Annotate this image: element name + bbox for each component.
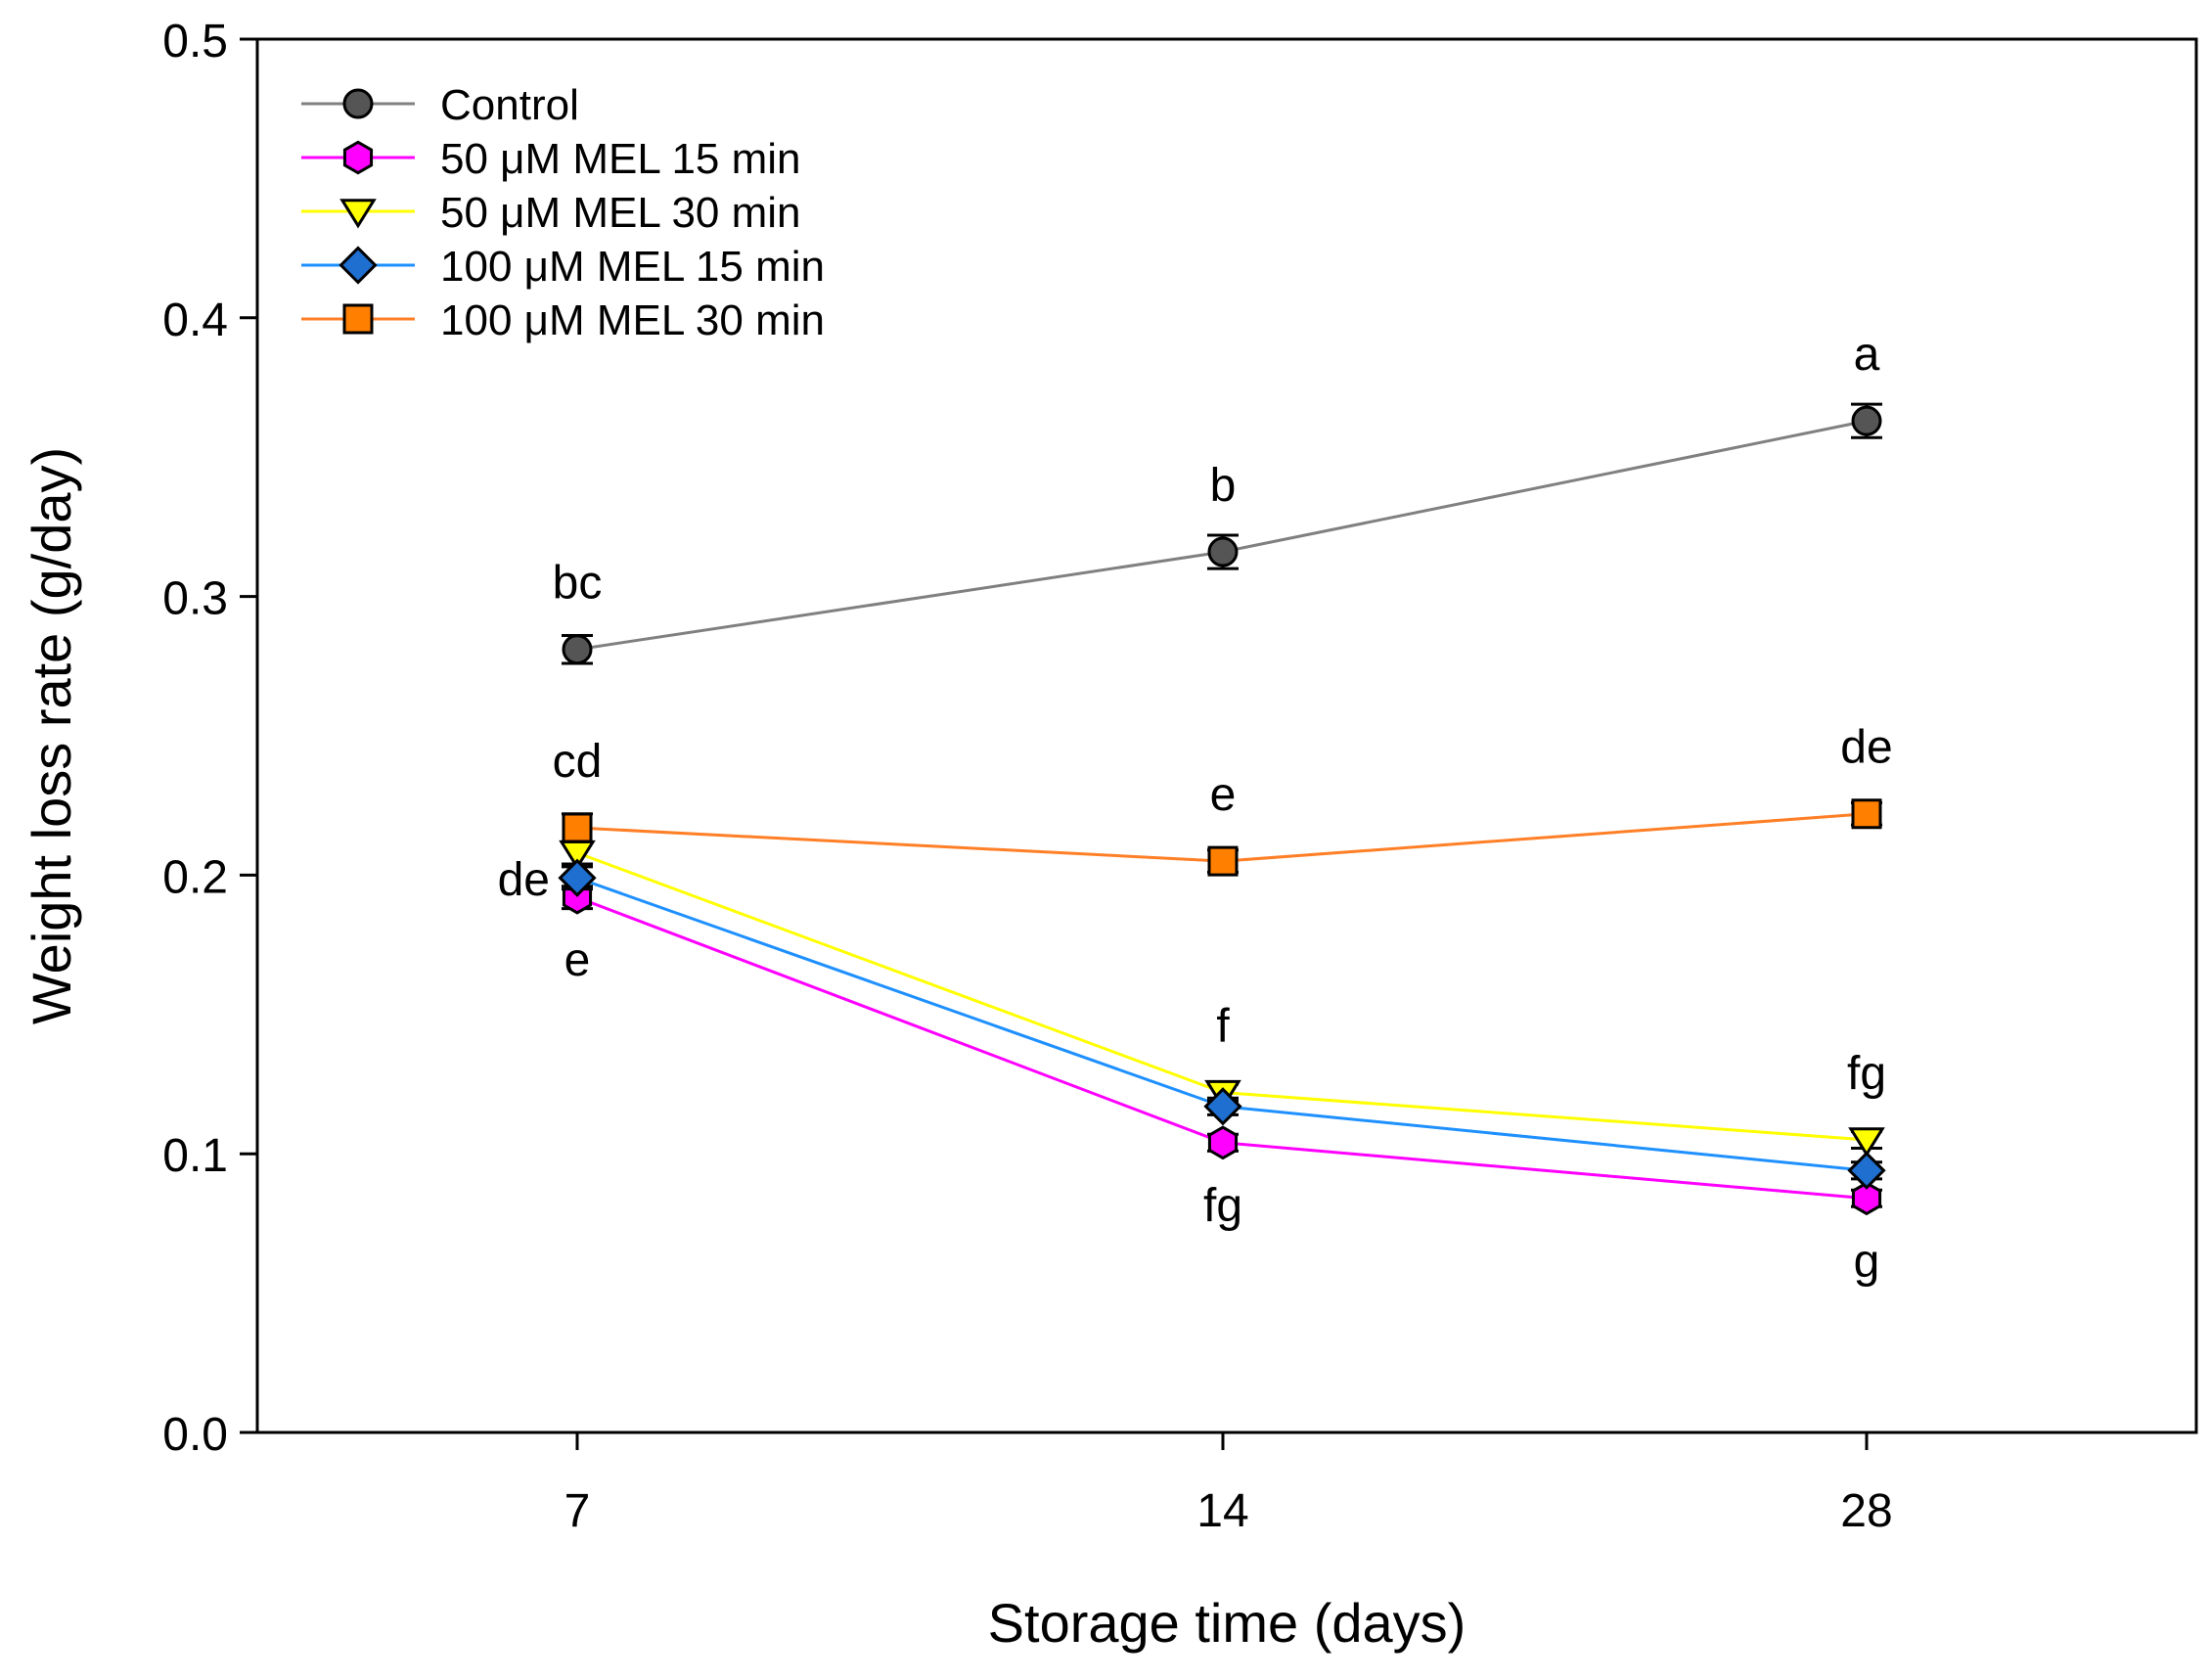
significance-letter: b xyxy=(1210,460,1237,512)
data-point xyxy=(1207,1125,1239,1160)
significance-letter: e xyxy=(1210,769,1237,821)
legend-label: 50 μM MEL 30 min xyxy=(440,189,801,237)
legend-marker xyxy=(342,140,374,175)
significance-letter: e xyxy=(564,934,591,986)
plot-frame xyxy=(255,37,2198,1434)
data-marker xyxy=(1848,1127,1885,1158)
x-axis-label: Storage time (days) xyxy=(988,1592,1466,1654)
x-tick-label: 14 xyxy=(1196,1485,1248,1537)
y-axis-label: Weight loss rate (g/day) xyxy=(21,447,82,1024)
data-marker xyxy=(1847,1151,1886,1190)
data-marker xyxy=(1851,405,1882,436)
data-marker xyxy=(1203,1087,1242,1126)
data-marker xyxy=(1207,1125,1239,1160)
significance-letter: g xyxy=(1854,1236,1880,1288)
significance-letter: fg xyxy=(1203,1180,1242,1232)
y-tick-label: 0.5 xyxy=(162,16,228,68)
data-point xyxy=(1207,845,1239,877)
significance-letter: de xyxy=(1840,722,1892,774)
y-tick-label: 0.3 xyxy=(162,573,228,625)
legend-marker xyxy=(342,303,374,335)
x-axis-ticks: 7 14 28 xyxy=(564,1432,1893,1537)
legend-marker xyxy=(338,246,378,285)
data-marker xyxy=(562,634,593,665)
x-tick-label: 28 xyxy=(1840,1485,1892,1537)
data-marker xyxy=(1851,798,1882,830)
x-tick-label: 7 xyxy=(564,1485,591,1537)
data-point xyxy=(1847,1151,1886,1190)
legend-label: Control xyxy=(440,81,579,129)
legend-label: 100 μM MEL 30 min xyxy=(440,296,825,344)
significance-letter: a xyxy=(1854,329,1880,381)
legend-item: 50 μM MEL 30 min xyxy=(301,189,801,237)
significance-letter: de xyxy=(498,854,550,906)
legend-item: 100 μM MEL 30 min xyxy=(301,296,825,344)
significance-letter: f xyxy=(1216,1001,1230,1053)
data-point xyxy=(1848,1127,1885,1158)
legend-item: 50 μM MEL 15 min xyxy=(301,135,801,183)
series-layer xyxy=(558,402,1886,1216)
data-point xyxy=(1203,1087,1242,1126)
significance-letter: cd xyxy=(553,736,603,788)
data-point xyxy=(562,633,593,665)
legend-marker xyxy=(339,199,377,229)
legend-label: 50 μM MEL 15 min xyxy=(440,135,801,183)
data-point xyxy=(562,812,593,843)
data-point xyxy=(1851,1181,1882,1216)
data-marker xyxy=(1207,536,1239,568)
y-tick-label: 0.2 xyxy=(162,851,228,903)
legend-marker xyxy=(342,88,374,119)
legend-item: 100 μM MEL 15 min xyxy=(301,243,825,291)
data-point xyxy=(1851,402,1882,439)
data-point xyxy=(1851,798,1882,830)
data-marker xyxy=(558,858,597,897)
y-axis-ticks: 0.0 0.1 0.2 0.3 0.4 0.5 xyxy=(162,16,257,1461)
significance-letter: bc xyxy=(553,558,603,610)
data-marker xyxy=(562,812,593,843)
y-tick-label: 0.4 xyxy=(162,295,228,346)
data-point xyxy=(558,858,597,897)
data-point xyxy=(1207,533,1239,570)
significance-letter: fg xyxy=(1847,1048,1886,1100)
legend-item: Control xyxy=(301,81,579,129)
legend-label: 100 μM MEL 15 min xyxy=(440,243,825,291)
y-tick-label: 0.1 xyxy=(162,1130,228,1182)
legend: Control 50 μM MEL 15 min 50 μM MEL 30 min 1… xyxy=(301,81,825,344)
data-marker xyxy=(1207,845,1239,877)
data-marker xyxy=(1851,1181,1882,1216)
y-tick-label: 0.0 xyxy=(162,1409,228,1461)
